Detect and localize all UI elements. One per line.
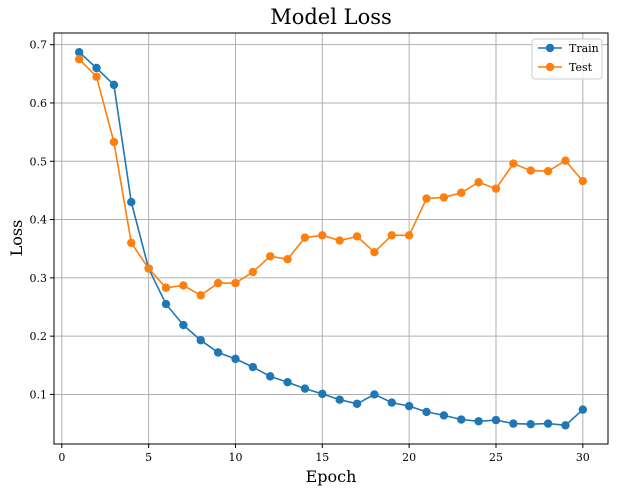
train-point [161,299,171,309]
legend-test-label: Test [569,61,593,74]
test-point [283,254,292,264]
train-point [439,411,449,420]
series-layer [74,48,588,430]
test-point [74,55,84,64]
train-point [283,378,292,387]
train-point [335,395,344,404]
test-point [439,193,449,202]
x-tick-label: 25 [489,451,503,464]
x-tick-label: 10 [228,451,242,464]
legend: Train Test [531,38,603,80]
train-point [422,407,431,417]
y-tick-label: 0.5 [30,155,48,168]
test-point [543,166,553,176]
y-tick-label: 0.7 [30,39,48,52]
y-tick-label: 0.3 [30,272,48,285]
train-point [300,384,310,393]
train-point [74,48,84,57]
train-point [370,390,379,399]
test-point [422,194,431,203]
axis-ticks: 0 5 10 15 20 25 30 0.1 0.2 0.3 0.4 0.5 0.6 0.7 [30,39,590,464]
x-tick-label: 15 [315,451,329,464]
y-axis-label: Loss [7,220,26,257]
train-point [92,63,101,73]
train-point [248,362,258,372]
train-point [387,398,396,407]
train-point [457,415,466,424]
y-tick-label: 0.6 [30,97,48,110]
test-point [266,252,275,261]
test-point [196,291,205,300]
test-point [300,233,310,242]
train-series-line [78,51,584,427]
train-point [213,348,223,357]
y-tick-label: 0.2 [30,330,48,343]
test-point [561,156,570,165]
train-point [578,405,588,414]
train-point [509,419,518,428]
test-point [127,238,136,248]
test-point [318,231,327,240]
train-point [318,389,327,399]
test-point [352,232,362,241]
test-point [231,278,240,288]
test-point [491,184,501,193]
legend-test-marker [545,62,555,72]
test-point [92,72,101,81]
test-point [248,267,258,277]
train-point [266,372,275,381]
test-point [509,159,518,168]
y-tick-label: 0.4 [30,214,48,227]
train-point [561,421,570,430]
x-tick-label: 0 [58,451,65,464]
x-tick-label: 20 [402,451,416,464]
train-point [231,354,240,364]
test-point [213,278,223,288]
y-tick-label: 0.1 [30,388,48,401]
legend-train-label: Train [569,42,599,55]
x-tick-label: 30 [576,451,590,464]
test-point [161,283,171,292]
train-point [109,80,119,90]
train-point [127,197,136,207]
test-point [404,231,414,240]
x-axis-label: Epoch [306,467,357,486]
train-point [352,399,362,408]
test-point [578,176,588,186]
test-point [144,264,153,273]
test-point [179,281,188,290]
x-tick-label: 5 [145,451,152,464]
test-point [526,166,535,175]
train-point [179,320,188,330]
legend-train-marker [545,43,555,53]
train-point [491,415,501,425]
train-point [404,401,414,411]
plot-frame [53,32,609,445]
test-series-line [78,58,584,297]
train-point [526,419,535,429]
test-point [387,231,396,240]
test-point [370,248,379,257]
train-point [474,417,483,426]
chart-title: Model Loss [270,5,392,29]
test-point [474,178,483,187]
test-point [109,137,119,147]
train-point [543,419,553,428]
test-point [457,188,466,197]
train-point [196,336,205,345]
test-point [335,236,344,245]
